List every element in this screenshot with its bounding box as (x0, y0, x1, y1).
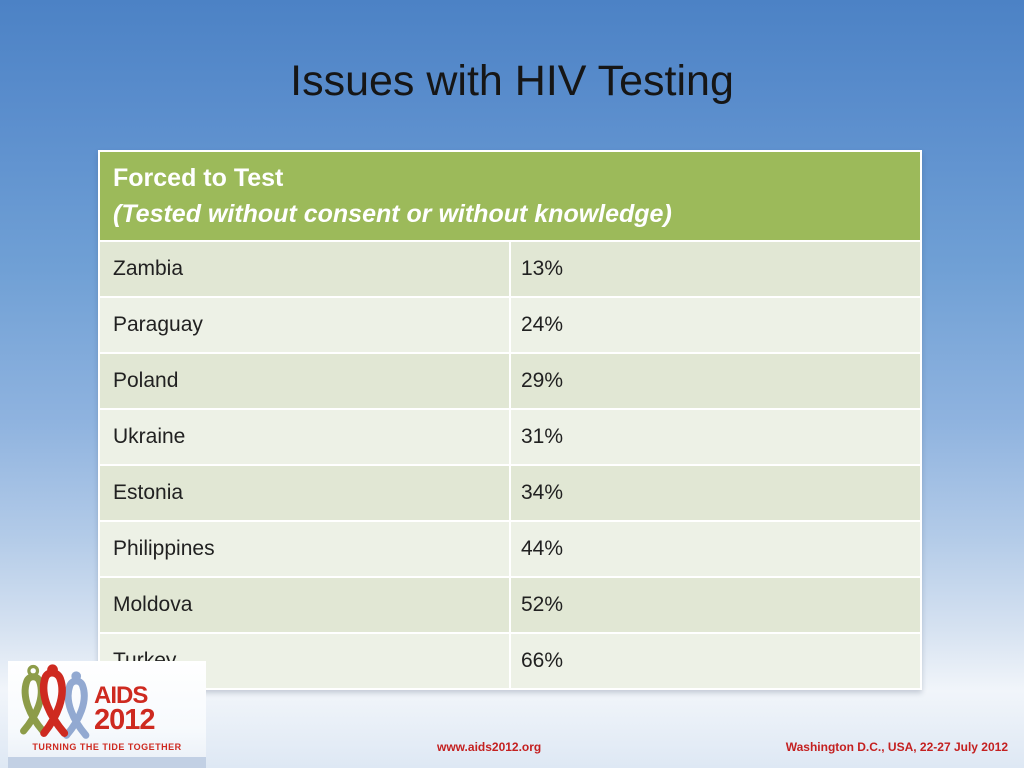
country-cell: Zambia (100, 242, 511, 296)
value-cell: 52% (521, 593, 564, 616)
table-row: Estonia 34% (100, 466, 920, 520)
country-cell: Poland (100, 354, 511, 408)
value-cell: 24% (521, 313, 564, 336)
table-row: Turkey 66% (100, 634, 920, 688)
country-cell: Estonia (100, 466, 511, 520)
aids2012-logo: AIDS 2012 TURNING THE TIDE TOGETHER (8, 661, 206, 757)
table-header-subtitle: (Tested without consent or without knowl… (113, 200, 672, 228)
table-row: Ukraine 31% (100, 410, 920, 464)
country-cell: Philippines (100, 522, 511, 576)
footer-url: www.aids2012.org (437, 740, 542, 754)
table-row: Paraguay 24% (100, 298, 920, 352)
value-cell: 29% (521, 369, 564, 392)
table-row: Philippines 44% (100, 522, 920, 576)
logo-bottom-strip (8, 757, 206, 768)
logo-year: 2012 (94, 704, 156, 737)
slide-title: Issues with HIV Testing (290, 57, 734, 105)
table-row: Moldova 52% (100, 578, 920, 632)
footer-location: Washington D.C., USA, 22-27 July 2012 (785, 740, 1008, 754)
country-cell: Paraguay (100, 298, 511, 352)
logo-name: AIDS (94, 682, 148, 709)
value-cell: 13% (521, 257, 564, 280)
logo-tagline: TURNING THE TIDE TOGETHER (32, 742, 182, 752)
value-cell: 44% (521, 537, 564, 560)
table-row: Poland 29% (100, 354, 920, 408)
value-cell: 66% (521, 649, 564, 672)
ribbon-figures-icon (20, 664, 90, 739)
table-header: Forced to Test (Tested without consent o… (100, 152, 920, 240)
table-row: Zambia 13% (100, 242, 920, 296)
country-cell: Ukraine (100, 410, 511, 464)
table-header-title: Forced to Test (113, 164, 284, 192)
value-cell: 31% (521, 425, 564, 448)
logo-wordmark: AIDS 2012 (94, 682, 156, 737)
value-cell: 34% (521, 481, 564, 504)
forced-to-test-table: Forced to Test (Tested without consent o… (98, 150, 922, 690)
country-cell: Moldova (100, 578, 511, 632)
